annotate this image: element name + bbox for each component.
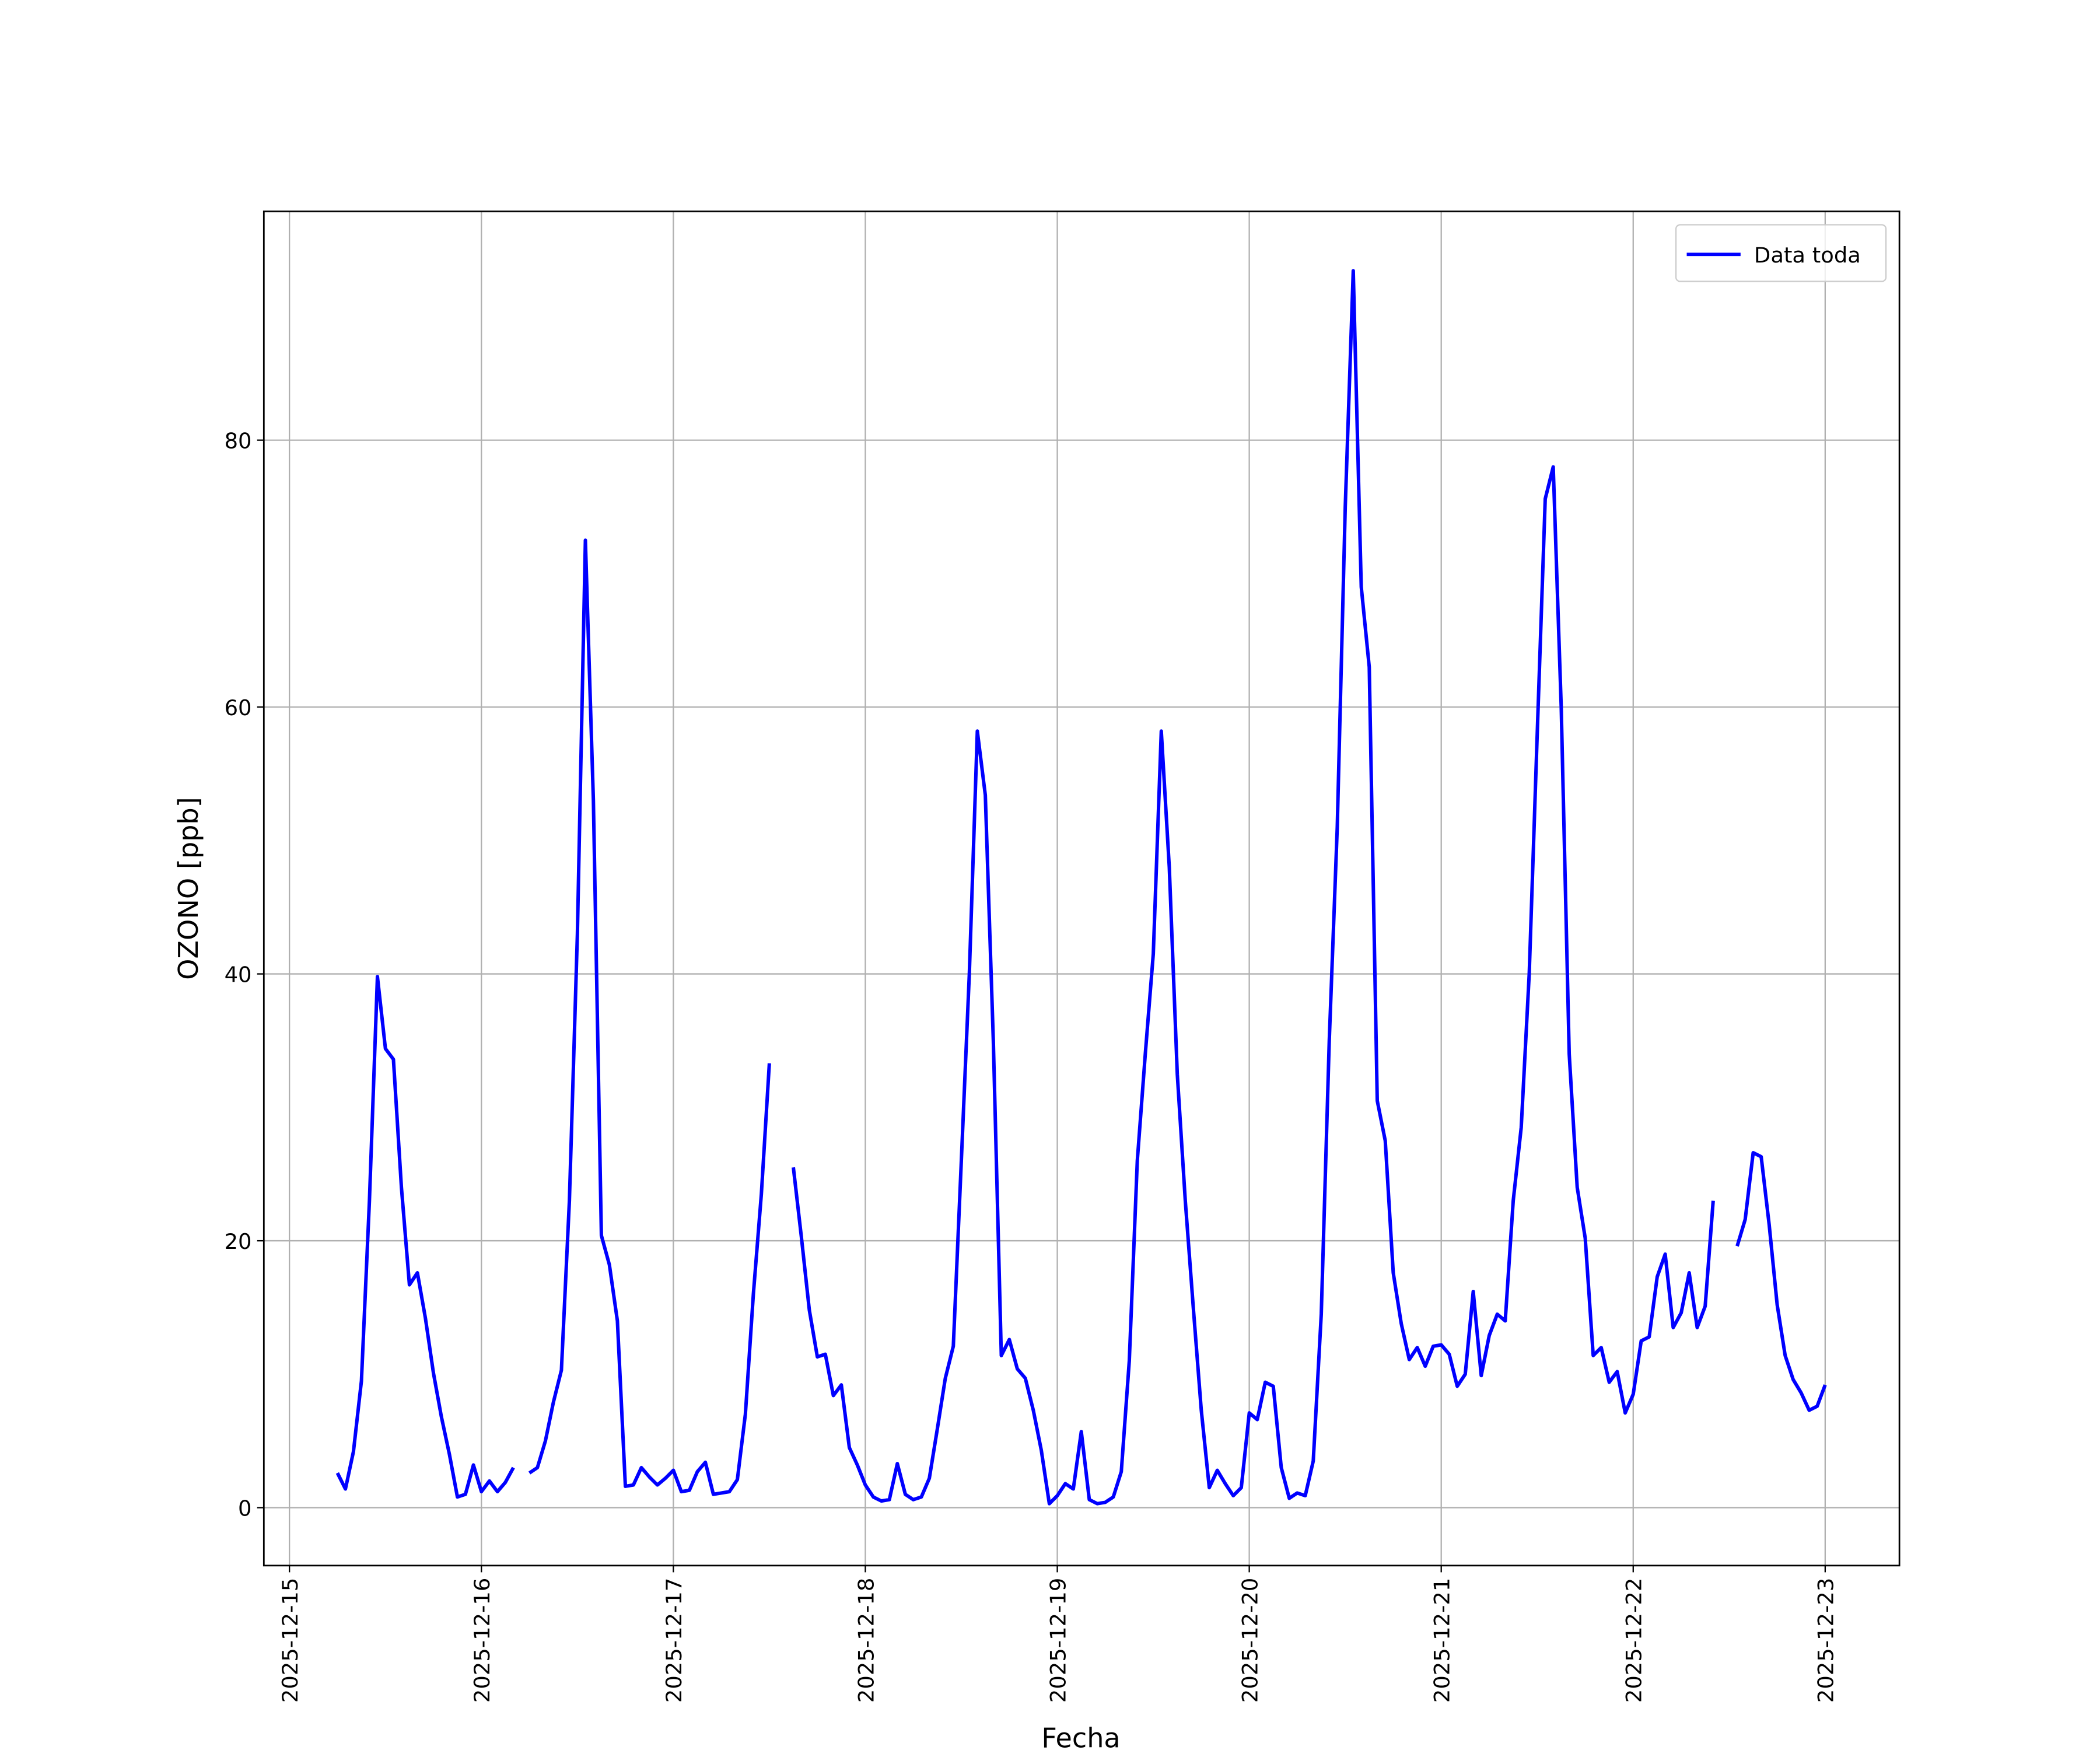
legend-label: Data toda: [1754, 243, 1861, 268]
y-tick-label: 80: [225, 428, 252, 453]
legend-box: [1675, 224, 1887, 282]
plot-layer: 0 20 40 60 80 2025-12-15 2025-12-16 2025-12-17 2…: [225, 210, 1901, 1703]
y-axis-label: OZONO [ppb]: [173, 797, 204, 980]
y-tick-label: 40: [225, 962, 252, 987]
x-tick-label: 2025-12-23: [1814, 1578, 1839, 1703]
data-line: [335, 269, 1827, 1506]
y-tick-label: 0: [238, 1496, 251, 1521]
x-tick-label: 2025-12-19: [1045, 1578, 1070, 1703]
y-tick-label: 60: [225, 695, 252, 720]
y-tick-label: 20: [225, 1229, 252, 1254]
x-tick-label: 2025-12-17: [662, 1578, 687, 1703]
x-tick-label: 2025-12-21: [1430, 1578, 1455, 1703]
x-tick-label: 2025-12-20: [1237, 1578, 1262, 1703]
x-tick-label: 2025-12-18: [853, 1578, 878, 1703]
x-tick-label: 2025-12-16: [470, 1578, 495, 1703]
legend: Data toda: [1675, 224, 1887, 282]
plot-frame: [262, 210, 1901, 1567]
x-tick-label: 2025-12-22: [1622, 1578, 1647, 1703]
x-tick-label: 2025-12-15: [278, 1578, 303, 1703]
x-axis-label: Fecha: [1041, 1722, 1120, 1750]
